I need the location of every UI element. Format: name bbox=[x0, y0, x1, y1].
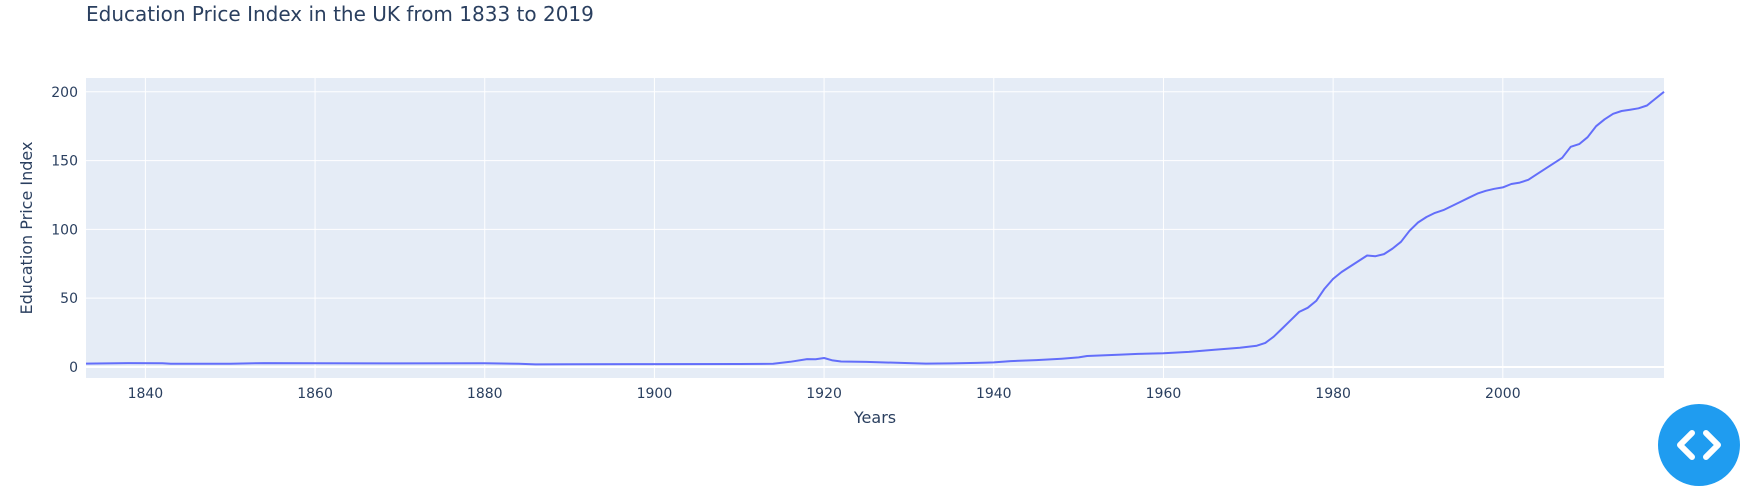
series-line bbox=[85, 91, 1665, 366]
x-tick-label: 1920 bbox=[806, 386, 842, 402]
chart-title: Education Price Index in the UK from 183… bbox=[86, 2, 594, 26]
code-toggle-button[interactable] bbox=[1658, 404, 1740, 486]
x-tick-label: 2000 bbox=[1485, 386, 1521, 402]
x-tick-label: 1860 bbox=[297, 386, 333, 402]
y-tick-label: 0 bbox=[69, 360, 78, 376]
y-axis-ticks: 0 50 100 150 200 bbox=[51, 85, 78, 376]
x-axis-title: Years bbox=[853, 408, 896, 427]
plot-background bbox=[86, 78, 1664, 378]
y-tick-label: 150 bbox=[51, 154, 78, 170]
gridlines bbox=[86, 78, 1664, 378]
x-tick-label: 1940 bbox=[976, 386, 1012, 402]
x-tick-label: 1980 bbox=[1315, 386, 1351, 402]
x-tick-label: 1880 bbox=[467, 386, 503, 402]
y-tick-label: 200 bbox=[51, 85, 78, 101]
y-tick-label: 100 bbox=[51, 222, 78, 238]
x-tick-label: 1840 bbox=[128, 386, 164, 402]
x-tick-label: 1960 bbox=[1146, 386, 1182, 402]
x-tick-label: 1900 bbox=[637, 386, 673, 402]
x-axis-ticks: 1840 1860 1880 1900 1920 1940 1960 1980 2000 bbox=[128, 386, 1521, 402]
y-tick-label: 50 bbox=[60, 291, 78, 307]
y-axis-title: Education Price Index bbox=[17, 142, 36, 315]
code-brackets-icon bbox=[1677, 430, 1721, 460]
